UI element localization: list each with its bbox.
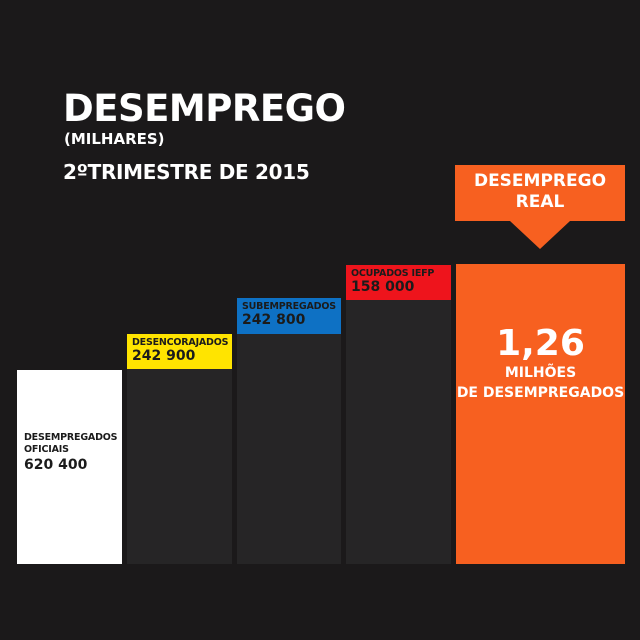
bar-label-line2: OFICIAIS xyxy=(24,443,69,455)
chart-title: DESEMPREGO xyxy=(63,87,346,130)
bar-label-name: SUBEMPREGADOS xyxy=(242,301,336,312)
bar-label-desencorajados: DESENCORAJADOS 242 900 xyxy=(127,334,232,369)
bar-value: 158 000 xyxy=(351,278,415,295)
bar-label-name: OCUPADOS IEFP xyxy=(351,268,435,279)
callout-line2: REAL xyxy=(515,192,565,213)
bar-label-subempregados: SUBEMPREGADOS 242 800 xyxy=(237,298,341,334)
chart-subtitle: (MILHARES) xyxy=(64,130,165,148)
total-unit: MILHÕES xyxy=(504,365,577,381)
bar-subempregados xyxy=(237,298,341,564)
bar-label-line1: DESEMPREGADOS xyxy=(24,432,118,443)
chart-period: 2ºTRIMESTRE DE 2015 xyxy=(63,160,310,184)
bar-value: 620 400 xyxy=(24,456,88,473)
bar-ocupados-iefp xyxy=(346,265,451,564)
bar-desempregados-oficiais: DESEMPREGADOS OFICIAIS 620 400 xyxy=(17,370,122,564)
callout-desemprego-real: DESEMPREGO REAL xyxy=(455,165,625,221)
bar-label-name: DESENCORAJADOS xyxy=(132,337,229,348)
total-description: DE DESEMPREGADOS xyxy=(456,385,625,401)
bar-desemprego-real: 1,26 MILHÕES DE DESEMPREGADOS xyxy=(456,264,625,564)
bar-value: 242 800 xyxy=(242,311,306,328)
bar-value: 242 900 xyxy=(132,347,196,364)
callout-arrow-icon xyxy=(510,221,570,249)
total-value: 1,26 xyxy=(496,323,585,364)
bar-label-ocupados-iefp: OCUPADOS IEFP 158 000 xyxy=(346,265,451,300)
callout-line1: DESEMPREGO xyxy=(473,171,607,191)
bar-desencorajados xyxy=(127,334,232,564)
